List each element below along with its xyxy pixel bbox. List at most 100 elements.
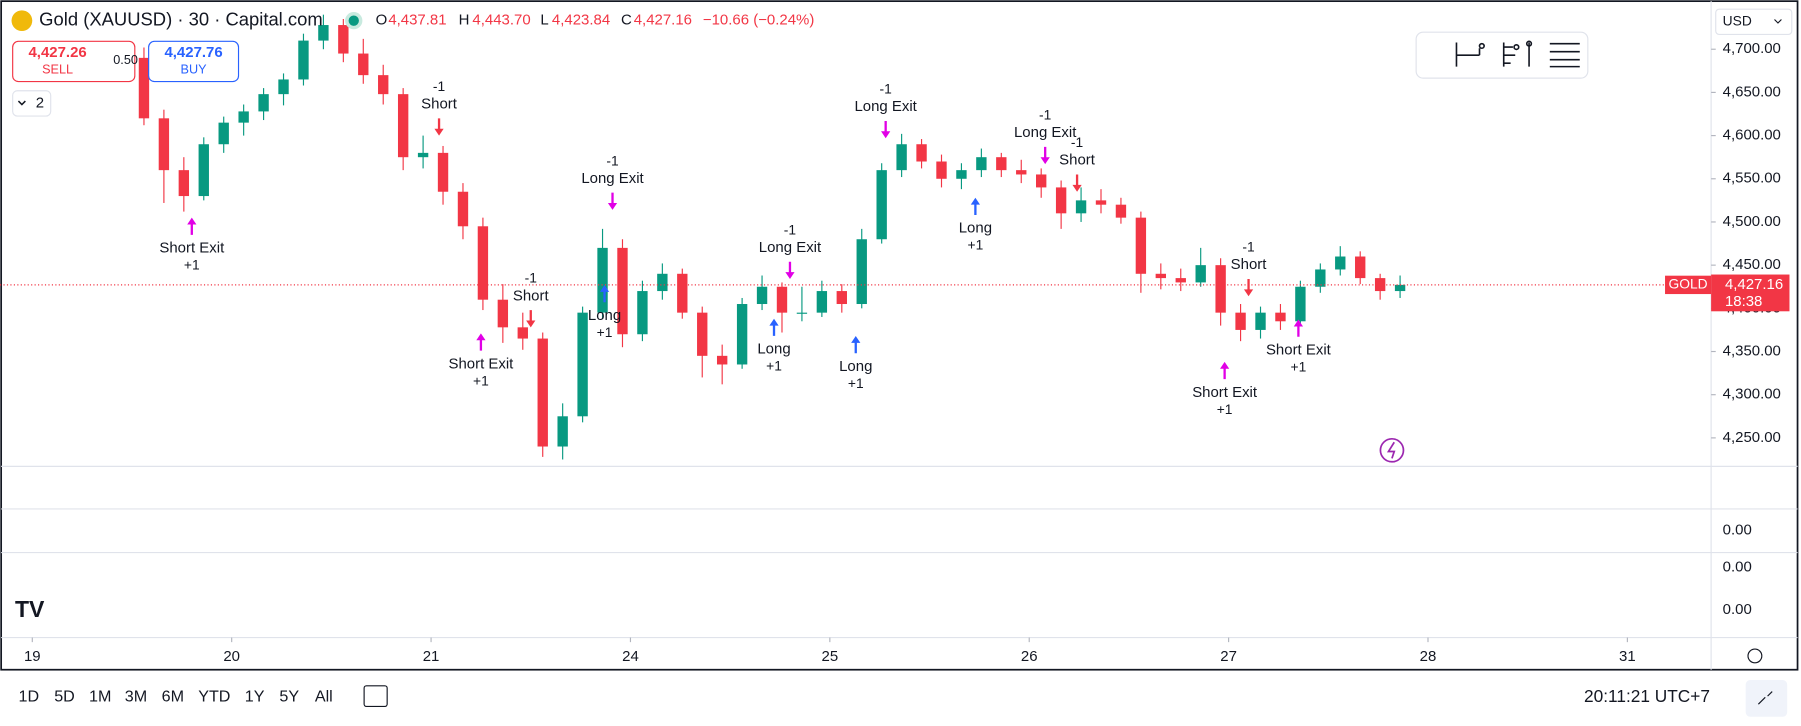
range-button[interactable]: All <box>315 688 333 706</box>
signal-qty: -1 <box>1039 108 1051 123</box>
symbol-logo <box>11 10 33 32</box>
candle-body <box>338 25 349 54</box>
signal-qty: -1 <box>1071 135 1083 150</box>
symbol-title[interactable]: Gold (XAUUSD) · 30 · Capital.com <box>39 9 323 30</box>
ohlc-value: 4,423.84 <box>552 12 610 29</box>
signal-qty: -1 <box>525 271 537 286</box>
signal-arrow <box>187 217 197 235</box>
signal-qty: +1 <box>184 258 200 273</box>
candle-body <box>1355 256 1366 279</box>
candle-body <box>298 40 309 80</box>
candle-body <box>1115 204 1127 218</box>
signal-qty: +1 <box>1291 359 1307 374</box>
buy-label: BUY <box>181 62 208 76</box>
signal-label: Long Exit <box>1014 124 1077 141</box>
candle-body <box>497 299 509 328</box>
y-tick-label: 4,700.00 <box>1723 40 1781 57</box>
chevron-icon <box>1774 19 1782 24</box>
candle-body <box>756 286 768 305</box>
signal-label: Long <box>588 307 621 324</box>
signal-arrow <box>1040 146 1050 165</box>
candle-body <box>1295 286 1306 322</box>
range-button[interactable]: 3M <box>125 688 147 706</box>
pane-tick-label: 0.00 <box>1723 522 1752 539</box>
signal-arrow <box>434 118 444 136</box>
floating-toolbar <box>1415 31 1589 79</box>
y-tick-label: 4,550.00 <box>1723 170 1781 187</box>
candle-body <box>956 170 967 179</box>
range-button[interactable]: 1D <box>19 688 40 706</box>
signal-qty: -1 <box>784 222 796 237</box>
symbol-tag: GOLD <box>1668 277 1707 292</box>
x-tick-label: 24 <box>622 648 639 665</box>
ohlc-key: L <box>540 12 548 29</box>
buy-price: 4,427.76 <box>164 44 222 61</box>
sell-button[interactable] <box>12 40 136 83</box>
y-tick-label: 4,650.00 <box>1723 83 1781 100</box>
currency: USD <box>1723 13 1752 28</box>
signal-label: Long <box>757 341 790 358</box>
indicators-toggle[interactable] <box>12 90 52 117</box>
candle-body <box>378 75 389 95</box>
x-tick-label: 25 <box>822 648 839 665</box>
ohlc-key: H <box>459 12 470 29</box>
sell-price: 4,427.26 <box>28 44 86 61</box>
range-button[interactable]: 5Y <box>279 688 299 706</box>
candle-body <box>1055 187 1067 214</box>
signal-label: Long Exit <box>759 239 822 256</box>
signal-qty: -1 <box>1242 240 1254 255</box>
candle-body <box>996 157 1007 171</box>
signal-arrow <box>970 197 981 216</box>
signal-label: Long <box>839 358 872 375</box>
candle-body <box>397 94 409 158</box>
candle-body <box>716 355 728 365</box>
candle-body <box>617 247 628 335</box>
candle-body <box>836 291 847 305</box>
candle-body <box>318 25 329 41</box>
candle-body <box>1315 269 1326 287</box>
candle-body <box>1195 265 1206 283</box>
signal-arrow <box>785 261 795 279</box>
candle-body <box>258 94 269 112</box>
candle-body <box>178 170 190 197</box>
signal-qty: -1 <box>606 153 618 168</box>
range-button[interactable]: 5D <box>54 688 75 706</box>
candle-body <box>1095 200 1107 205</box>
range-button[interactable]: 1Y <box>245 688 265 706</box>
currency-select[interactable] <box>1715 8 1793 36</box>
candle-body <box>158 118 170 171</box>
candle-body <box>697 312 708 356</box>
settings-icon[interactable] <box>1747 648 1763 664</box>
signal-arrow <box>851 335 861 354</box>
signal-label: Short <box>1059 152 1096 169</box>
alert-icon[interactable] <box>1379 437 1405 463</box>
signal-arrow <box>476 333 486 351</box>
range-button[interactable]: YTD <box>198 688 230 706</box>
x-tick-label: 20 <box>223 648 240 665</box>
range-button[interactable]: 6M <box>162 688 184 706</box>
range-button[interactable]: 1M <box>89 688 111 706</box>
candle-body <box>198 144 209 197</box>
indicator-count: 2 <box>36 94 44 111</box>
candle-body <box>437 152 449 192</box>
buy-button[interactable] <box>148 40 240 83</box>
symbol-tag-bg <box>1665 275 1712 295</box>
date-range-icon[interactable] <box>363 685 388 708</box>
candle-body <box>896 144 907 171</box>
fullscreen-button[interactable] <box>1745 680 1788 717</box>
signal-arrow <box>607 192 618 210</box>
candle-body <box>816 291 828 313</box>
candle-body <box>457 191 469 227</box>
candle-body <box>1135 217 1147 274</box>
frame <box>0 0 1799 671</box>
signal-arrow <box>881 120 891 139</box>
y-tick-label: 4,300.00 <box>1723 386 1781 403</box>
candle-body <box>1036 174 1047 188</box>
signal-label: Short <box>1231 256 1268 273</box>
toolbar-icons[interactable] <box>1455 40 1580 68</box>
signal-label: Long <box>959 220 992 237</box>
spread: 0.50 <box>113 53 138 67</box>
